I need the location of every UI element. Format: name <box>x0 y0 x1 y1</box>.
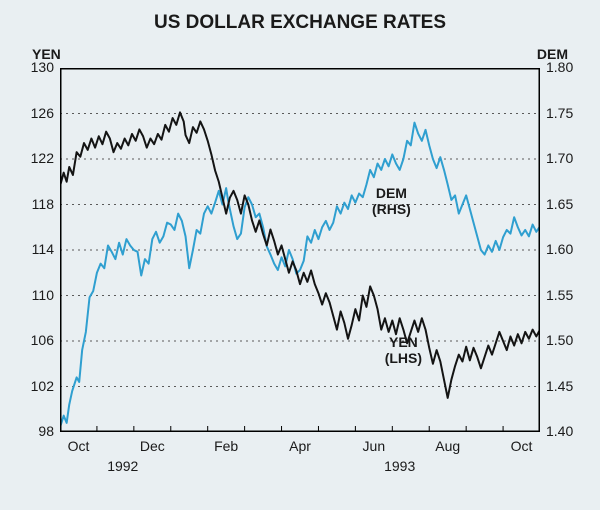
left-tick-106: 106 <box>31 332 54 348</box>
year-label-1993: 1993 <box>384 458 415 474</box>
x-tick-dec-1: Dec <box>140 438 165 454</box>
x-tick-oct-6: Oct <box>511 438 533 454</box>
x-tick-feb-2: Feb <box>214 438 238 454</box>
right-tick-1.8: 1.80 <box>546 59 573 75</box>
left-tick-118: 118 <box>32 196 54 212</box>
right-tick-1.6: 1.60 <box>546 241 573 257</box>
x-tick-aug-5: Aug <box>435 438 460 454</box>
x-tick-apr-3: Apr <box>289 438 311 454</box>
plot-area <box>60 68 540 432</box>
chart-title: US DOLLAR EXCHANGE RATES <box>0 12 600 34</box>
series-label-dem-rhs-: DEM(RHS) <box>356 185 426 217</box>
right-tick-1.65: 1.65 <box>546 196 573 212</box>
left-tick-102: 102 <box>31 378 54 394</box>
right-tick-1.7: 1.70 <box>546 150 573 166</box>
series-dem-rhs- <box>60 123 540 428</box>
right-tick-1.45: 1.45 <box>546 378 573 394</box>
left-tick-114: 114 <box>32 241 54 257</box>
series-yen-lhs- <box>60 112 540 398</box>
left-tick-98: 98 <box>38 423 54 439</box>
x-tick-jun-4: Jun <box>363 438 386 454</box>
right-tick-1.55: 1.55 <box>546 287 573 303</box>
series-label-yen-lhs-: YEN(LHS) <box>368 334 438 366</box>
left-tick-126: 126 <box>31 105 54 121</box>
left-tick-110: 110 <box>32 287 54 303</box>
right-tick-1.4: 1.40 <box>546 423 573 439</box>
left-tick-122: 122 <box>31 150 54 166</box>
x-tick-oct-0: Oct <box>68 438 90 454</box>
right-tick-1.75: 1.75 <box>546 105 573 121</box>
left-tick-130: 130 <box>31 59 54 75</box>
year-label-1992: 1992 <box>107 458 138 474</box>
right-tick-1.5: 1.50 <box>546 332 573 348</box>
chart-container: US DOLLAR EXCHANGE RATES YEN DEM 9810210… <box>0 0 600 510</box>
